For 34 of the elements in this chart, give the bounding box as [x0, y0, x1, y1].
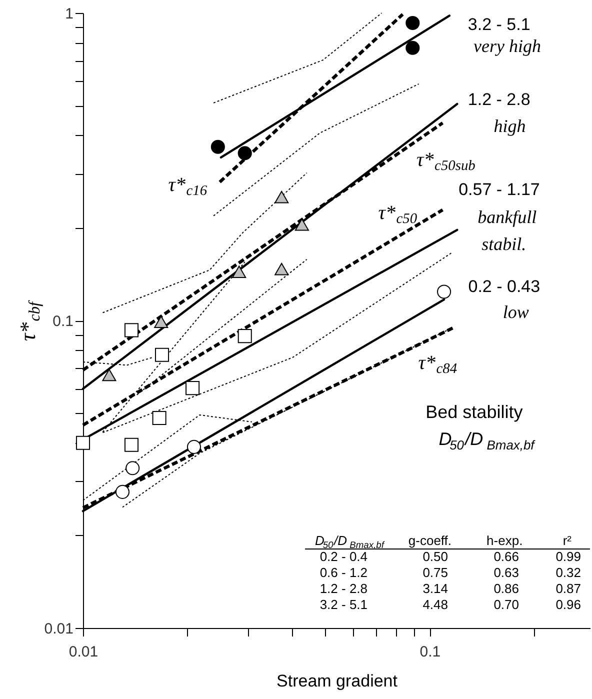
x-axis-title: Stream gradient — [276, 672, 398, 690]
annotation: 0.86 — [494, 581, 520, 596]
annotation: very high — [474, 36, 542, 56]
annotation: stabil. — [482, 234, 526, 254]
annotation: 0.75 — [422, 565, 448, 580]
annotation: 3.14 — [422, 581, 448, 596]
y-tick-label: 1 — [65, 6, 74, 22]
annotation: 0.2 - 0.43 — [468, 277, 540, 296]
annotation: h-exp. — [486, 533, 523, 548]
annotation: 3.2 - 5.1 — [468, 15, 530, 34]
annotation: Bed stability — [426, 402, 523, 422]
annotation: 3.2 - 5.1 — [320, 597, 368, 612]
annotation: 0.99 — [556, 549, 582, 564]
annotation: 0.87 — [556, 581, 582, 596]
annotation: bankfull — [478, 207, 537, 227]
annotation: r² — [562, 533, 572, 548]
annotation: 0.96 — [556, 597, 582, 612]
annotation: 1.2 - 2.8 — [468, 90, 530, 109]
annotation: low — [502, 302, 529, 322]
annotation: 0.50 — [422, 549, 448, 564]
annotation: 0.2 - 0.4 — [320, 549, 368, 564]
annotation: g-coeff. — [408, 533, 452, 548]
annotation: 0.66 — [494, 549, 520, 564]
y-tick-label: 0.1 — [52, 313, 74, 330]
annotation: 0.70 — [494, 597, 520, 612]
annotation: high — [494, 116, 526, 136]
annotation: 1.2 - 2.8 — [320, 581, 368, 596]
annotation: 0.6 - 1.2 — [320, 565, 368, 580]
y-tick-label: 0.01 — [44, 620, 74, 638]
annotation: 0.57 - 1.17 — [458, 180, 540, 199]
y-axis-title: τ*cbf — [15, 299, 44, 342]
annotation: 0.32 — [556, 565, 582, 580]
annotation: 0.63 — [494, 565, 520, 580]
annotation: 4.48 — [422, 597, 448, 612]
